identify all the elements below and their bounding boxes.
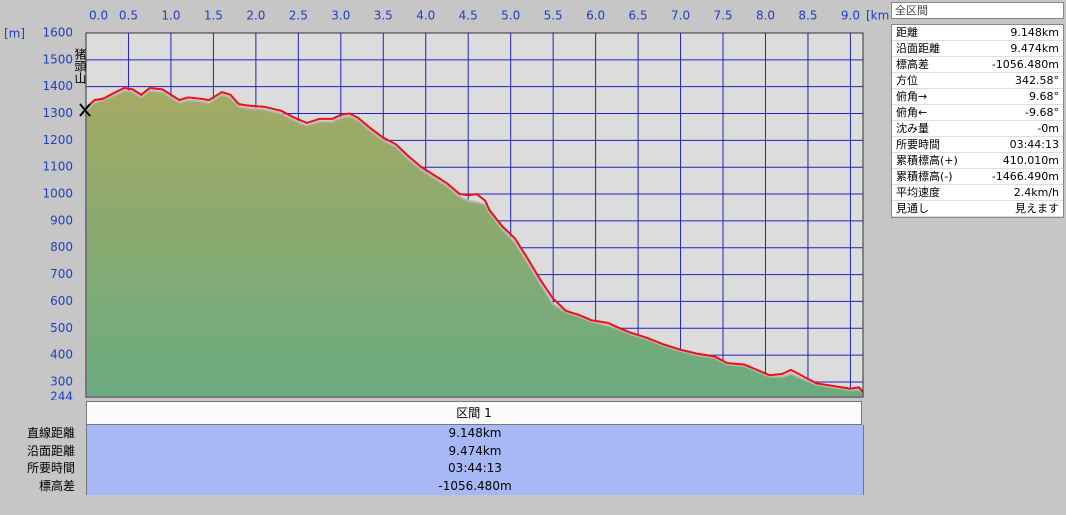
row-value: 9.68° [1029, 90, 1059, 103]
section-row: 沿面距離 9.474km [0, 442, 866, 460]
y-tick-label: 800 [50, 240, 73, 254]
section-table: 区間 1 直線距離 9.148km 沿面距離 9.474km 所要時間 03:44:13 標高… [0, 401, 866, 495]
plot-border [85, 32, 864, 398]
row-label: 俯角← [896, 106, 928, 119]
row-label: 見通し [896, 202, 929, 215]
row-value: 9.474km [1010, 42, 1059, 55]
row-label: 累積標高(-) [896, 170, 953, 183]
y-tick-label: 1100 [42, 160, 73, 174]
section-row: 所要時間 03:44:13 [0, 460, 866, 478]
panel-row: 標高差 -1056.480m [892, 57, 1063, 73]
x-tick-label: 1.5 [204, 9, 223, 23]
y-tick-label: 300 [50, 374, 73, 388]
panel-row: 累積標高(-) -1466.490m [892, 169, 1063, 185]
x-tick-label: 1.0 [161, 9, 180, 23]
x-tick-label: 5.5 [544, 9, 563, 23]
row-label: 方位 [896, 74, 918, 87]
y-axis-label: [m] [4, 27, 25, 41]
row-value: -1466.490m [991, 170, 1059, 183]
panel-rows: 距離 9.148km 沿面距離 9.474km 標高差 -1056.480m 方位 342.5… [891, 24, 1064, 218]
row-value: -9.68° [1025, 106, 1059, 119]
panel-row: 平均速度 2.4km/h [892, 185, 1063, 201]
y-tick-label: 1200 [42, 133, 73, 147]
row-value: 410.010m [1002, 154, 1059, 167]
peak-marker [79, 103, 91, 117]
summary-panel: 全区間距離 9.148km 沿面距離 9.474km 標高差 -1056.480m 方位 34… [891, 2, 1064, 218]
y-tick-label: 244 [50, 390, 73, 401]
x-tick-label: 8.0 [756, 9, 775, 23]
terrain-area [85, 89, 864, 398]
row-label: 直線距離 [26, 426, 75, 440]
x-tick-label: 9.0 [841, 9, 860, 23]
row-value: 2.4km/h [1013, 186, 1059, 199]
row-label: 累積標高(+) [896, 154, 958, 167]
x-tick-label: 3.0 [331, 9, 350, 23]
row-label: 標高差 [38, 478, 75, 493]
row-value: 9.474km [86, 442, 864, 460]
y-tick-label: 600 [50, 294, 73, 308]
x-tick-label: 6.5 [629, 9, 648, 23]
row-label: 沈み量 [896, 122, 929, 135]
x-tick-label: 3.5 [374, 9, 393, 23]
y-tick-label: 1600 [42, 26, 73, 40]
section-header: 区間 1 [86, 401, 862, 425]
panel-row: 沿面距離 9.474km [892, 41, 1063, 57]
x-tick-label: 2.0 [246, 9, 265, 23]
row-value: -1056.480m [991, 58, 1059, 71]
panel-row: 所要時間 03:44:13 [892, 137, 1063, 153]
panel-row: 沈み量 -0m [892, 121, 1063, 137]
panel-row: 距離 9.148km [892, 25, 1063, 41]
row-label: 所要時間 [26, 461, 75, 475]
x-tick-label: 0.0 [89, 9, 108, 23]
x-tick-label: 8.5 [798, 9, 817, 23]
row-label: 標高差 [896, 58, 929, 71]
x-tick-label: 4.5 [459, 9, 478, 23]
panel-row: 累積標高(+) 410.010m [892, 153, 1063, 169]
row-value: 342.58° [1015, 74, 1059, 87]
x-tick-label: 5.0 [501, 9, 520, 23]
y-tick-label: 1000 [42, 187, 73, 201]
track-line [85, 86, 864, 393]
x-tick-label: 4.0 [416, 9, 435, 23]
row-label: 平均速度 [896, 186, 940, 199]
row-value: 見えます [1015, 202, 1059, 215]
row-value: 9.148km [86, 425, 864, 443]
section-row: 直線距離 9.148km [0, 425, 866, 443]
y-tick-label: 1300 [42, 106, 73, 120]
row-value: 9.148km [1010, 26, 1059, 39]
y-tick-label: 500 [50, 321, 73, 335]
x-tick-label: 7.5 [713, 9, 732, 23]
row-value: 03:44:13 [86, 460, 864, 478]
x-tick-label: 6.0 [586, 9, 605, 23]
panel-row: 方位 342.58° [892, 73, 1063, 89]
chart: [m] [km] 244 300 400 500 600 700 800 900 1000 110… [4, 9, 890, 401]
row-label: 距離 [896, 26, 918, 39]
y-tick-label: 400 [50, 348, 73, 362]
panel-row: 俯角→ 9.68° [892, 89, 1063, 105]
row-label: 所要時間 [896, 138, 940, 151]
row-label: 俯角→ [896, 90, 928, 103]
y-tick-label: 1500 [42, 52, 73, 66]
row-label: 沿面距離 [26, 443, 75, 458]
row-label: 沿面距離 [896, 42, 940, 55]
x-tick-label: 7.0 [671, 9, 690, 23]
panel-row: 見通し 見えます [892, 201, 1063, 217]
row-value: 03:44:13 [1009, 138, 1059, 151]
row-value: -0m [1037, 122, 1059, 135]
x-axis-label: [km] [866, 9, 890, 23]
y-tick-label: 900 [50, 213, 73, 227]
panel-title: 全区間 [891, 2, 1064, 19]
section-row: 標高差 -1056.480m [0, 477, 866, 495]
y-tick-label: 700 [50, 267, 73, 281]
y-tick-label: 1400 [42, 79, 73, 93]
panel-row: 俯角← -9.68° [892, 105, 1063, 121]
peak-annotation: 猪頭山 [73, 48, 87, 84]
row-value: -1056.480m [86, 477, 864, 495]
x-tick-label: 2.5 [289, 9, 308, 23]
x-tick-label: 0.5 [119, 9, 138, 23]
